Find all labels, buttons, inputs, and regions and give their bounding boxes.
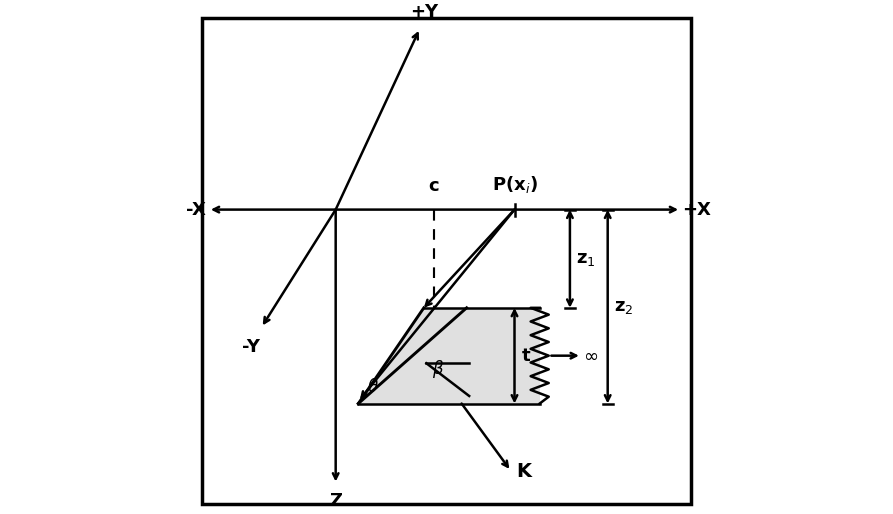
Text: z$_2$: z$_2$ bbox=[614, 298, 634, 316]
Text: -Y: -Y bbox=[242, 338, 260, 356]
Text: $\infty$: $\infty$ bbox=[582, 346, 597, 364]
Text: +X: +X bbox=[682, 200, 711, 218]
Text: t: t bbox=[522, 346, 530, 364]
Text: $\beta$: $\beta$ bbox=[432, 358, 445, 380]
Polygon shape bbox=[358, 308, 539, 403]
Text: -X: -X bbox=[186, 200, 205, 218]
Text: P(x$_i$): P(x$_i$) bbox=[491, 174, 538, 195]
Text: K: K bbox=[516, 462, 531, 481]
Text: z$_1$: z$_1$ bbox=[577, 250, 596, 268]
FancyBboxPatch shape bbox=[202, 18, 691, 504]
Text: c: c bbox=[429, 177, 439, 195]
Text: +Y: +Y bbox=[410, 3, 438, 21]
Text: Z: Z bbox=[330, 492, 342, 510]
Text: $\theta$: $\theta$ bbox=[367, 378, 380, 396]
